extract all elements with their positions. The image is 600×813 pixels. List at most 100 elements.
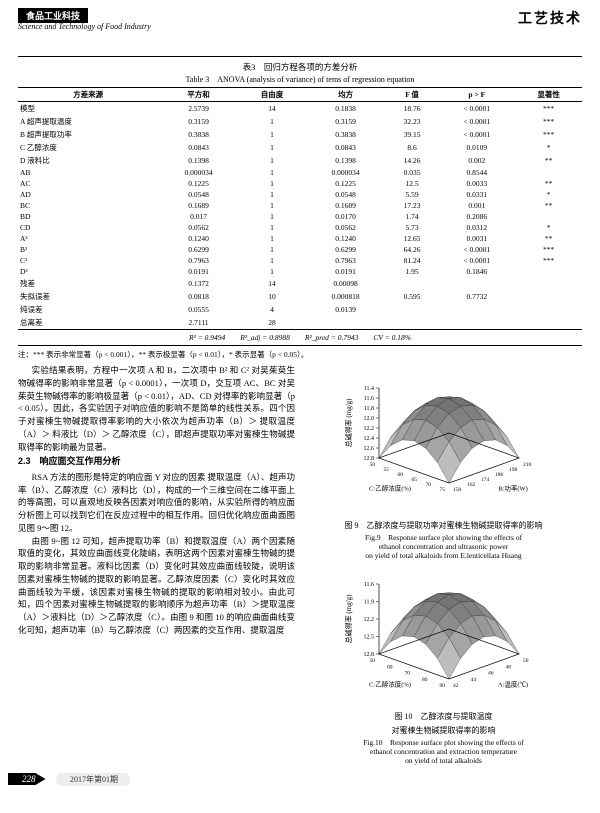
anova-cell: 失拟误差 — [18, 290, 158, 303]
anova-cell: 1 — [239, 178, 305, 189]
svg-text:65: 65 — [411, 477, 417, 483]
anova-cell: 0.1838 — [305, 102, 386, 116]
paragraph-3: 由图 9~图 12 可知，超声提取功率（B）和提取温度（A）两个因素随取值的变化… — [18, 535, 295, 637]
left-column: 实验结果表明，方程中一次项 A 和 B，二次项中 B² 和 C² 对吴茱萸生物碱… — [18, 364, 295, 769]
anova-cell: 12.65 — [386, 233, 438, 244]
svg-text:11.8: 11.8 — [363, 406, 373, 412]
anova-cell: < 0.0001 — [438, 102, 515, 116]
svg-text:12.6: 12.6 — [363, 446, 374, 452]
anova-cell: 0.0562 — [305, 222, 386, 233]
anova-cell: 0.017 — [158, 211, 239, 222]
anova-cell: 0.0548 — [305, 189, 386, 200]
anova-cell: * — [515, 141, 582, 154]
anova-cell — [305, 316, 386, 330]
anova-cell: 0.001 — [438, 200, 515, 211]
page-number: 228 — [8, 773, 46, 785]
anova-cell: 17.23 — [386, 200, 438, 211]
anova-cell: 1 — [239, 141, 305, 154]
anova-header: 显著性 — [515, 88, 582, 102]
svg-text:44: 44 — [470, 677, 476, 683]
fig10-caption-cn2: 对蜜楝生物碱提取得率的影响 — [305, 725, 582, 737]
svg-text:150: 150 — [453, 487, 462, 493]
anova-cell: 1 — [239, 255, 305, 266]
anova-cell: 1 — [239, 233, 305, 244]
anova-cell: D 液料比 — [18, 154, 158, 167]
anova-cell: 0.0170 — [305, 211, 386, 222]
anova-cell: 总离差 — [18, 316, 158, 330]
anova-cell: 0.0548 — [158, 189, 239, 200]
anova-cell: 4 — [239, 303, 305, 316]
anova-cell: 0.7732 — [438, 290, 515, 303]
anova-cell: 10 — [239, 290, 305, 303]
anova-table: 方差来源平方和自由度均方F 值p > F显著性 模型2.5739140.1838… — [18, 87, 582, 346]
svg-text:12.0: 12.0 — [363, 416, 374, 422]
anova-cell: 1 — [239, 211, 305, 222]
svg-text:12.5: 12.5 — [363, 635, 374, 641]
anova-header: 平方和 — [158, 88, 239, 102]
anova-cell: 0.0312 — [438, 222, 515, 233]
table3-title-en: Table 3 ANOVA (analysis of variance) of … — [18, 74, 582, 85]
anova-cell: A² — [18, 233, 158, 244]
anova-header: 自由度 — [239, 88, 305, 102]
svg-text:210: 210 — [523, 462, 532, 468]
anova-cell: < 0.0001 — [438, 244, 515, 255]
section-header: 工艺技术 — [518, 8, 582, 28]
svg-text:12.2: 12.2 — [363, 617, 374, 623]
anova-cell: 5.59 — [386, 189, 438, 200]
journal-name-en: Science and Technology of Food Industry — [18, 22, 151, 31]
anova-cell: AB — [18, 167, 158, 178]
svg-text:12.2: 12.2 — [363, 426, 374, 432]
anova-cell: 0.7963 — [158, 255, 239, 266]
anova-cell: 0.3159 — [305, 115, 386, 128]
svg-text:60: 60 — [387, 664, 393, 670]
svg-text:90: 90 — [439, 683, 445, 689]
anova-cell: 0.0033 — [438, 178, 515, 189]
anova-cell: 0.0191 — [305, 266, 386, 277]
anova-cell: 1 — [239, 189, 305, 200]
anova-cell: ** — [515, 233, 582, 244]
anova-cell: 0.6299 — [158, 244, 239, 255]
svg-text:C:乙醇浓度(%): C:乙醇浓度(%) — [369, 484, 411, 493]
svg-text:50: 50 — [369, 462, 375, 468]
anova-cell: *** — [515, 244, 582, 255]
fig9-caption-en1: Fig.9 Response surface plot showing the … — [305, 533, 582, 542]
anova-cell: 0.1240 — [305, 233, 386, 244]
anova-cell — [515, 167, 582, 178]
svg-text:162: 162 — [467, 482, 476, 488]
anova-cell: 32.23 — [386, 115, 438, 128]
anova-cell: * — [515, 189, 582, 200]
anova-cell — [438, 277, 515, 290]
svg-text:11.6: 11.6 — [363, 582, 373, 588]
anova-cell: 1 — [239, 167, 305, 178]
anova-header: 方差来源 — [18, 88, 158, 102]
anova-cell: C² — [18, 255, 158, 266]
header-rule — [18, 56, 582, 57]
anova-cell: 0.0031 — [438, 233, 515, 244]
anova-cell: 0.00098 — [305, 277, 386, 290]
anova-cell: 0.1846 — [438, 266, 515, 277]
anova-cell: 0.1372 — [158, 277, 239, 290]
svg-text:50: 50 — [523, 658, 529, 664]
svg-text:174: 174 — [481, 477, 490, 483]
anova-cell: 0.035 — [386, 167, 438, 178]
anova-cell: 28 — [239, 316, 305, 330]
anova-header: F 值 — [386, 88, 438, 102]
svg-text:55: 55 — [383, 467, 389, 473]
anova-cell: 18.76 — [386, 102, 438, 116]
anova-cell: 0.1225 — [305, 178, 386, 189]
anova-cell: 14.26 — [386, 154, 438, 167]
table3-title-cn: 表3 回归方程各项的方差分析 — [18, 61, 582, 73]
anova-cell: 1 — [239, 244, 305, 255]
anova-cell: 0.000034 — [305, 167, 386, 178]
anova-cell: 0.0843 — [158, 141, 239, 154]
anova-cell: 0.0109 — [438, 141, 515, 154]
anova-cell: 0.0818 — [158, 290, 239, 303]
anova-cell: 12.5 — [386, 178, 438, 189]
paragraph-1: 实验结果表明，方程中一次项 A 和 B，二次项中 B² 和 C² 对吴茱萸生物碱… — [18, 364, 295, 453]
svg-text:总碱得率 (mg/g): 总碱得率 (mg/g) — [344, 398, 353, 447]
anova-cell: 1 — [239, 222, 305, 233]
anova-cell: 0.1689 — [305, 200, 386, 211]
anova-cell — [515, 266, 582, 277]
svg-text:B:功率(W): B:功率(W) — [498, 484, 528, 493]
anova-cell: < 0.0001 — [438, 128, 515, 141]
